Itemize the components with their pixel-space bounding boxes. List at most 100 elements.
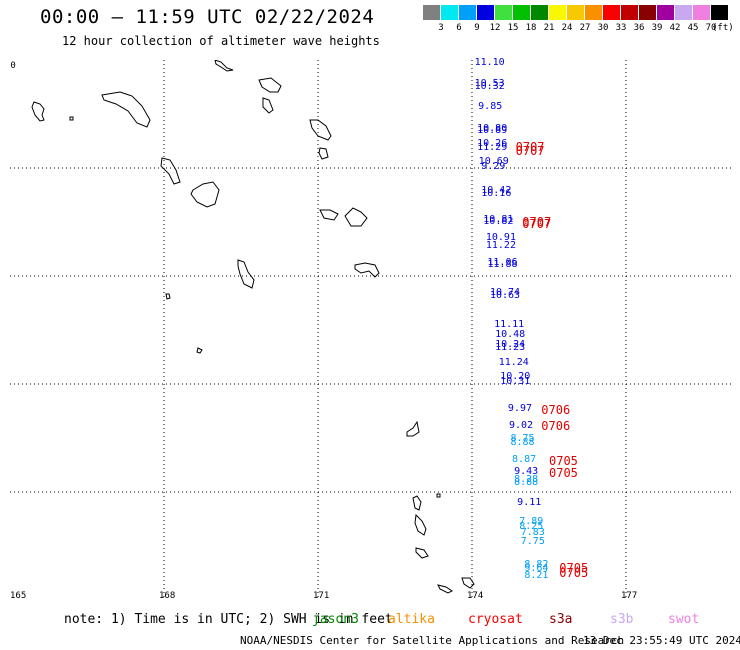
satellite-cryosat: cryosat <box>468 612 523 627</box>
wave-height-value: 8.82 <box>524 558 549 570</box>
island-outline <box>69 116 74 121</box>
legend-label: 36 <box>633 23 645 33</box>
legend-swatch <box>675 5 692 20</box>
legend-label: 70 <box>705 23 717 33</box>
pass-time-label: 0707 <box>522 215 552 229</box>
legend-label: 24 <box>561 23 573 33</box>
lon-tick-label: 165 <box>10 591 26 600</box>
island-outline <box>415 547 429 559</box>
satellite-s3b: s3b <box>610 612 634 627</box>
legend-label: 30 <box>597 23 609 33</box>
pass-time-label: 0705 <box>549 453 578 468</box>
wave-height-value: 8.25 <box>519 521 544 533</box>
island-outline <box>412 495 422 511</box>
wave-height-value: 11.22 <box>485 240 516 252</box>
wave-height-value: 11.06 <box>487 256 518 268</box>
lon-tick-label: 171 <box>313 591 329 600</box>
wave-height-value: 10.48 <box>495 329 526 341</box>
island-outline <box>258 77 282 93</box>
island-outline <box>437 584 453 594</box>
wave-height-value: 7.89 <box>519 515 544 527</box>
legend-swatch <box>477 5 494 20</box>
wave-height-value: 9.43 <box>514 466 539 478</box>
lat-tick-label: 10 <box>10 61 16 71</box>
wave-height-value: 10.42 <box>481 185 512 197</box>
wave-height-value: 10.53 <box>474 78 505 90</box>
wave-height-value: 8.75 <box>510 433 535 445</box>
pass-time-label: 0705 <box>549 465 578 480</box>
wave-height-value: 9.11 <box>517 496 542 508</box>
wave-height-value: 9.64 <box>524 562 549 574</box>
legend-unit: (ft) <box>712 23 734 33</box>
island-outline <box>309 119 332 141</box>
satellite-swot: swot <box>668 612 700 627</box>
island-outline <box>344 207 368 227</box>
graticule <box>10 60 732 600</box>
legend-label: 12 <box>489 23 501 33</box>
island-outline <box>262 97 274 114</box>
wave-height-value: 10.69 <box>478 155 509 167</box>
island-outlines <box>31 60 475 594</box>
island-outline <box>354 262 380 278</box>
wave-height-value: 8.87 <box>512 453 537 465</box>
pass-time-label: 0706 <box>541 419 571 434</box>
island-outline <box>237 259 255 289</box>
wave-height-value: 9.97 <box>507 403 533 415</box>
wave-height-value: 10.31 <box>500 376 531 388</box>
wave-height-value: 11.24 <box>498 357 529 369</box>
island-outline <box>414 513 427 536</box>
island-outline <box>461 577 475 589</box>
wave-height-value: 9.85 <box>478 100 503 112</box>
lon-tick-label: 174 <box>467 591 483 600</box>
island-outline <box>101 91 151 128</box>
wave-height-value: 11.88 <box>487 259 518 271</box>
wave-height-value: 9.02 <box>508 419 534 431</box>
island-outline <box>190 181 220 208</box>
island-outline <box>160 157 181 185</box>
legend-swatch <box>585 5 602 20</box>
island-outline <box>165 293 171 300</box>
pass-time-label: 0706 <box>541 402 571 417</box>
legend-label: 39 <box>651 23 663 33</box>
map-subtitle: 12 hour collection of altimeter wave hei… <box>62 34 380 48</box>
lon-tick-label: 168 <box>159 591 175 600</box>
wave-height-value: 7.75 <box>520 535 545 547</box>
legend-label: 42 <box>669 23 681 33</box>
footer-note: note: 1) Time is in UTC; 2) SWH is in fe… <box>64 612 393 627</box>
wave-height-value: 7.83 <box>520 526 545 538</box>
wave-height-value: 11.29 <box>477 142 508 154</box>
legend-label: 18 <box>525 23 537 33</box>
pass-time-label: 0707 <box>515 140 545 155</box>
credit-text: NOAA/NESDIS Center for Satellite Applica… <box>240 634 625 647</box>
map-title: 00:00 – 11:59 UTC 02/22/2024 <box>40 6 375 28</box>
map-area: 1651681711741770246810 11.1010.5310.329.… <box>10 56 732 600</box>
wave-height-value: 10.26 <box>477 138 508 150</box>
legend-label: 15 <box>507 23 519 33</box>
legend-swatch <box>639 5 656 20</box>
legend-swatch <box>531 5 548 20</box>
wave-height-value: 9.29 <box>481 160 506 172</box>
wave-height-value: 10.80 <box>477 122 508 134</box>
legend-swatch <box>657 5 674 20</box>
wave-height-value: 10.74 <box>489 287 521 299</box>
legend-swatch <box>459 5 476 20</box>
island-outline <box>196 347 203 354</box>
generation-timestamp: 13 Dec 23:55:49 UTC 2024 <box>583 634 740 647</box>
island-outline <box>436 493 441 498</box>
island-outline <box>406 420 420 437</box>
wave-height-value: 10.20 <box>500 370 531 382</box>
island-outline <box>214 60 234 72</box>
lon-tick-label: 177 <box>621 591 637 600</box>
island-outline <box>318 147 329 160</box>
wave-height-value: 8.88 <box>514 476 539 488</box>
legend-label: 27 <box>579 23 591 33</box>
island-outline <box>319 209 339 221</box>
legend-swatch <box>441 5 458 20</box>
wave-height-value: 10.91 <box>485 232 516 244</box>
wave-height-value: 11.10 <box>474 56 505 68</box>
legend-label: 3 <box>438 23 444 33</box>
legend-label: 33 <box>615 23 627 33</box>
pass-time-label: 0705 <box>559 560 589 575</box>
legend-swatch <box>423 5 440 20</box>
satellite-altika: altika <box>388 612 435 627</box>
